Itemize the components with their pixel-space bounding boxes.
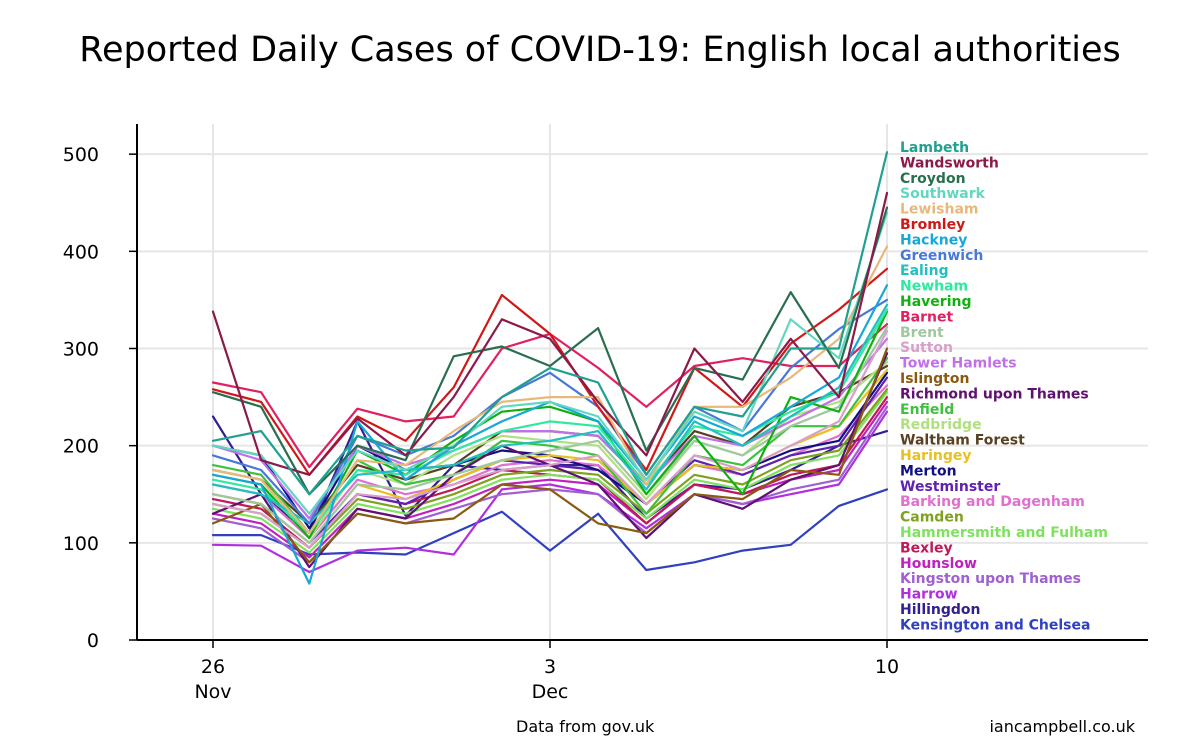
data-source-note: Data from gov.uk (516, 717, 655, 736)
credit-note: iancampbell.co.uk (989, 717, 1135, 736)
legend-label-haringey: Haringey (900, 448, 971, 464)
legend-label-richmond-upon-thames: Richmond upon Thames (900, 386, 1089, 402)
x-tick-label: 3 (544, 656, 556, 678)
legend: LambethWandsworthCroydonSouthwarkLewisha… (900, 140, 1108, 633)
series-line-croydon (211, 206, 889, 496)
legend-label-greenwich: Greenwich (900, 248, 983, 264)
legend-label-newham: Newham (900, 279, 968, 295)
legend-label-redbridge: Redbridge (900, 417, 982, 433)
series-line-islington (211, 347, 889, 564)
grid-lines (137, 124, 1148, 640)
legend-label-tower-hamlets: Tower Hamlets (900, 356, 1017, 372)
legend-label-camden: Camden (900, 510, 964, 526)
legend-label-harrow: Harrow (900, 587, 958, 603)
legend-label-hounslow: Hounslow (900, 556, 977, 572)
legend-label-kingston-upon-thames: Kingston upon Thames (900, 571, 1081, 587)
legend-label-hackney: Hackney (900, 232, 967, 248)
series-line-southwark (211, 211, 889, 515)
series-line-kensington-and-chelsea (211, 488, 889, 572)
series-line-hounslow (211, 400, 889, 559)
legend-label-wandsworth: Wandsworth (900, 155, 999, 171)
legend-label-barnet: Barnet (900, 309, 953, 325)
legend-label-merton: Merton (900, 463, 957, 479)
legend-label-barking-and-dagenham: Barking and Dagenham (900, 494, 1085, 510)
series-line-lewisham (211, 245, 889, 535)
chart-title: Reported Daily Cases of COVID-19: Englis… (79, 30, 1121, 70)
legend-label-brent: Brent (900, 325, 944, 341)
y-tick-label: 0 (87, 630, 99, 652)
legend-label-hillingdon: Hillingdon (900, 602, 981, 618)
x-tick-label: 26 (201, 656, 225, 678)
series-line-lambeth (211, 151, 889, 496)
y-tick-label: 500 (63, 144, 99, 166)
legend-label-enfield: Enfield (900, 402, 954, 418)
legend-label-bromley: Bromley (900, 217, 965, 233)
legend-label-hammersmith-and-fulham: Hammersmith and Fulham (900, 525, 1108, 541)
legend-label-lambeth: Lambeth (900, 140, 969, 156)
series-line-harrow (211, 410, 889, 574)
legend-label-bexley: Bexley (900, 540, 953, 556)
series-line-brent (211, 326, 889, 544)
x-tick-month-label: Dec (532, 681, 569, 703)
legend-label-waltham-forest: Waltham Forest (900, 433, 1025, 449)
legend-label-kensington-and-chelsea: Kensington and Chelsea (900, 617, 1090, 633)
series-lines (211, 151, 889, 585)
y-tick-label: 300 (63, 338, 99, 360)
y-tick-label: 100 (63, 533, 99, 555)
legend-label-islington: Islington (900, 371, 969, 387)
legend-label-croydon: Croydon (900, 171, 966, 187)
series-line-hammersmith-and-fulham (211, 391, 889, 554)
legend-label-southwark: Southwark (900, 186, 986, 202)
x-tick-month-label: Nov (194, 681, 231, 703)
series-line-wandsworth (211, 191, 889, 476)
legend-label-westminster: Westminster (900, 479, 1000, 495)
x-tick-label: 10 (875, 656, 899, 678)
y-tick-label: 400 (63, 241, 99, 263)
axes: 0 100 200 300 400 500 26 Nov 3 Dec 10 (63, 124, 1148, 703)
legend-label-sutton: Sutton (900, 340, 953, 356)
legend-label-ealing: Ealing (900, 263, 949, 279)
legend-label-lewisham: Lewisham (900, 202, 978, 218)
legend-label-havering: Havering (900, 294, 971, 310)
series-line-newham (211, 308, 889, 535)
y-tick-label: 200 (63, 436, 99, 458)
